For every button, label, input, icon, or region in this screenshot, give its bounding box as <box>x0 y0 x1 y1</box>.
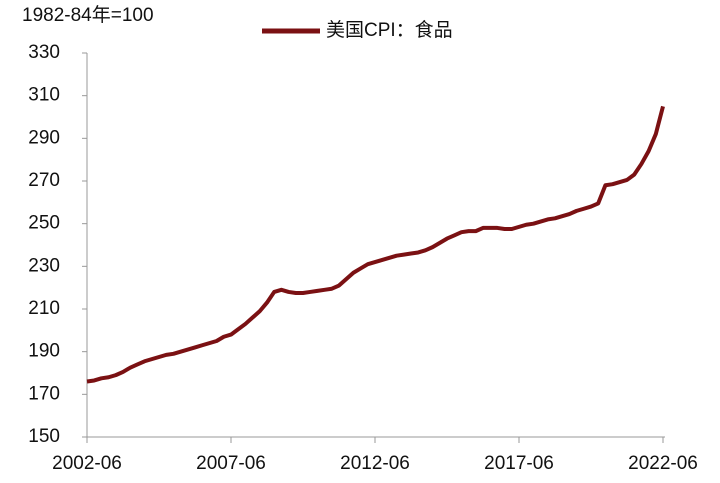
y-tick-label: 270 <box>28 170 60 191</box>
x-tick-label: 2002-06 <box>52 453 122 474</box>
legend-label: 美国CPI：食品 <box>326 19 453 41</box>
y-tick-label: 170 <box>28 383 60 404</box>
y-tick-label: 230 <box>28 255 60 276</box>
data-line <box>86 105 665 384</box>
y-tick-label: 290 <box>28 127 60 148</box>
x-tick-label: 2007-06 <box>196 453 266 474</box>
y-tick-label: 150 <box>28 426 60 447</box>
y-tick-label: 210 <box>28 298 60 319</box>
x-tick-label: 2022-06 <box>628 453 698 474</box>
x-tick-label: 2012-06 <box>340 453 410 474</box>
y-tick-label: 250 <box>28 213 60 234</box>
y-tick-label: 310 <box>28 85 60 106</box>
y-tick-label: 330 <box>28 42 60 63</box>
y-tick-label: 190 <box>28 341 60 362</box>
y-unit-label: 1982-84年=100 <box>22 4 154 26</box>
x-tick-label: 2017-06 <box>484 453 554 474</box>
